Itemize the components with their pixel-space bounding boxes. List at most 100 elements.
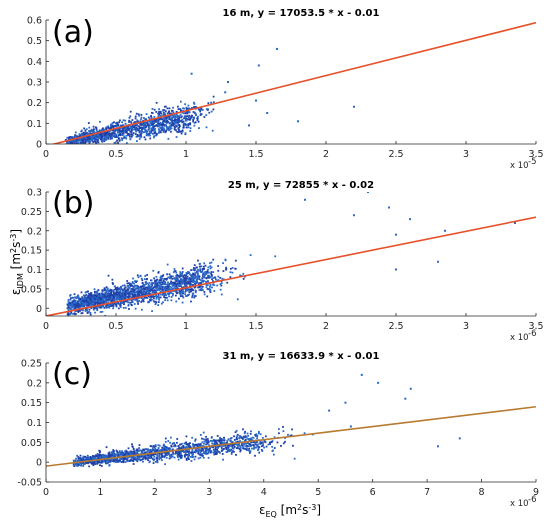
scatter-point — [96, 301, 99, 304]
scatter-point — [190, 269, 192, 271]
scatter-point — [87, 462, 89, 465]
scatter-point — [101, 455, 104, 458]
scatter-point — [85, 132, 87, 134]
scatter-point — [156, 278, 158, 281]
scatter-point — [153, 458, 155, 461]
scatter-point — [190, 280, 193, 283]
scatter-point — [130, 283, 132, 286]
scatter-point — [210, 274, 213, 276]
scatter-point — [176, 287, 179, 290]
scatter-point — [169, 126, 172, 129]
scatter-point — [113, 141, 116, 144]
scatter-point — [154, 448, 156, 451]
scatter-point — [118, 450, 121, 452]
scatter-point — [212, 446, 215, 449]
scatter-point — [189, 127, 192, 130]
scatter-point — [74, 302, 77, 305]
y-tick-label: 0 — [36, 140, 42, 151]
scatter-point — [79, 454, 82, 457]
scatter-point — [130, 132, 133, 134]
scatter-point — [243, 447, 246, 450]
scatter-point — [157, 444, 160, 447]
x-tick-label: 0 — [43, 487, 49, 498]
scatter-point — [163, 286, 166, 289]
scatter-point — [162, 285, 165, 288]
scatter-point — [168, 293, 170, 296]
scatter-point — [238, 434, 241, 437]
scatter-point — [167, 137, 170, 140]
scatter-point — [202, 280, 205, 283]
scatter-point — [169, 285, 171, 288]
scatter-point — [147, 448, 149, 451]
scatter-point — [201, 270, 204, 272]
scatter-point — [201, 437, 203, 440]
y-tick-label: 0.1 — [27, 265, 42, 276]
scatter-point — [150, 283, 153, 286]
scatter-point — [259, 440, 262, 443]
scatter-point — [165, 456, 168, 459]
scatter-point — [273, 436, 276, 439]
scatter-point — [149, 449, 152, 451]
scatter-point — [113, 459, 116, 462]
scatter-point — [140, 277, 143, 280]
scatter-point — [133, 126, 136, 128]
scatter-point — [130, 135, 133, 138]
x-multiplier-exp: -6 — [528, 495, 536, 505]
scatter-point — [84, 297, 87, 300]
scatter-point — [179, 295, 182, 298]
scatter-point — [257, 449, 259, 451]
scatter-point — [139, 285, 141, 288]
scatter-point — [117, 131, 119, 134]
scatter-point — [244, 436, 246, 439]
scatter-point — [159, 130, 162, 133]
scatter-point — [108, 306, 111, 309]
scatter-point — [293, 457, 296, 460]
scatter-point — [215, 451, 218, 454]
scatter-point — [153, 121, 156, 124]
scatter-point — [100, 129, 103, 132]
scatter-point — [120, 298, 122, 301]
scatter-point — [130, 125, 133, 128]
scatter-point — [163, 112, 166, 115]
scatter-point — [251, 436, 254, 439]
scatter-point — [155, 301, 158, 304]
scatter-point — [94, 136, 97, 139]
x-tick-label: 1 — [97, 487, 103, 498]
scatter-point — [186, 107, 189, 110]
scatter-point — [110, 292, 113, 295]
scatter-point — [192, 111, 195, 113]
scatter-point — [115, 449, 118, 452]
scatter-point — [178, 280, 181, 283]
scatter-point — [102, 456, 105, 459]
scatter-point — [182, 280, 185, 282]
scatter-point — [107, 456, 110, 459]
scatter-point — [146, 290, 148, 293]
scatter-point — [212, 101, 215, 104]
scatter-point — [192, 281, 194, 284]
scatter-point — [151, 291, 154, 294]
scatter-point — [82, 131, 85, 134]
scatter-point — [177, 456, 179, 458]
scatter-point — [127, 292, 130, 295]
scatter-point — [119, 132, 122, 135]
scatter-point — [239, 450, 242, 453]
scatter-point — [206, 452, 209, 455]
scatter-point — [123, 136, 126, 139]
scatter-point — [199, 265, 201, 268]
scatter-point — [173, 128, 176, 131]
scatter-point — [242, 437, 245, 440]
scatter-point — [91, 295, 94, 298]
x-multiplier: x 10 — [510, 499, 529, 509]
scatter-point — [231, 447, 234, 449]
scatter-point — [115, 457, 118, 460]
scatter-point — [254, 442, 257, 445]
scatter-point — [360, 373, 363, 376]
scatter-point — [106, 288, 109, 291]
scatter-point — [274, 255, 277, 258]
scatter-point — [165, 286, 167, 288]
scatter-point — [228, 445, 231, 448]
scatter-point — [175, 275, 178, 278]
scatter-point — [143, 278, 146, 281]
scatter-point — [140, 134, 142, 137]
scatter-point — [123, 300, 125, 303]
